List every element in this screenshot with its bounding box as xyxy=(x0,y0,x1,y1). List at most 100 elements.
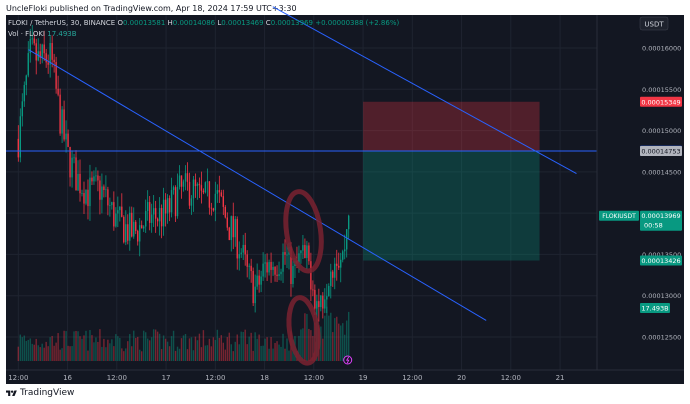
candle-body xyxy=(292,265,294,284)
symbol-name[interactable]: FLOKI / TetherUS, 30, BINANCE xyxy=(8,19,116,27)
candle-body xyxy=(218,190,221,193)
price-tag: 0.00014753 xyxy=(641,147,680,155)
volume-bars xyxy=(17,304,350,361)
candle-body xyxy=(146,202,149,211)
position-tool[interactable] xyxy=(363,101,540,261)
symbol-tag-bg xyxy=(599,210,639,221)
candle-body xyxy=(89,177,91,207)
candle-body xyxy=(194,179,197,187)
candle-body xyxy=(43,44,45,54)
candle-body xyxy=(246,254,248,267)
volume-bar xyxy=(326,306,328,361)
last-price-tag-bg xyxy=(640,210,682,231)
volume-bar xyxy=(105,347,107,361)
candle-body xyxy=(326,296,328,300)
volume-bar xyxy=(47,346,49,361)
candle-body xyxy=(45,53,47,63)
take-profit-zone xyxy=(363,150,540,261)
tradingview-logo-icon[interactable] xyxy=(6,389,17,398)
volume-bar xyxy=(248,336,250,361)
candle-body xyxy=(236,219,238,259)
volume-bar xyxy=(75,330,77,361)
candle-body xyxy=(320,295,322,308)
volume-bar xyxy=(202,330,205,361)
candle-body xyxy=(206,181,209,183)
volume-bar xyxy=(93,342,95,361)
volume-bar xyxy=(17,346,20,361)
volume-bar xyxy=(119,337,121,361)
volume-bar xyxy=(123,351,125,361)
candle-body xyxy=(141,225,143,229)
candle-body xyxy=(290,246,292,284)
volume-bar xyxy=(346,320,348,361)
currency-button[interactable]: USDT xyxy=(639,16,669,31)
volume-bar xyxy=(334,318,336,361)
price-tag-bg xyxy=(640,96,682,107)
publisher-line: UncleFloki published on TradingView.com,… xyxy=(6,4,297,13)
volume-label[interactable]: Vol · FLOKI xyxy=(8,30,45,38)
volume-bar xyxy=(190,337,193,361)
candle-body xyxy=(148,202,151,223)
candle-body xyxy=(103,186,105,191)
volume-bar xyxy=(37,345,39,361)
candle-body xyxy=(21,101,23,117)
volume-bar xyxy=(194,336,197,361)
candle-body xyxy=(23,85,25,102)
candle-body xyxy=(35,43,37,61)
candle-body xyxy=(166,198,169,214)
drawings[interactable] xyxy=(6,6,637,321)
volume-tag-bg xyxy=(640,303,670,313)
price-chart[interactable]: 0.00016000 0.00015500 0.00015000 0.00014500… xyxy=(0,0,690,384)
candle-body xyxy=(222,196,225,207)
time-tick-label: 20 xyxy=(457,374,466,382)
volume-bar xyxy=(57,333,59,361)
volume-bar xyxy=(81,338,83,361)
low-value: 0.00013469 xyxy=(221,19,264,27)
volume-bar xyxy=(164,338,167,361)
brand-name[interactable]: TradingView xyxy=(20,388,75,398)
volume-bar xyxy=(45,341,47,361)
candle-body xyxy=(99,180,101,200)
volume-legend: Vol · FLOKI 17.493B xyxy=(8,30,77,38)
candle-body xyxy=(322,295,324,309)
volume-bar xyxy=(200,347,203,361)
candle-body xyxy=(204,182,207,193)
candle-body xyxy=(65,133,67,140)
candle-body xyxy=(77,173,79,191)
candle-body xyxy=(240,252,242,255)
volume-bar xyxy=(63,330,65,361)
volume-bar xyxy=(260,345,262,361)
candle-body xyxy=(49,43,51,65)
volume-bar xyxy=(53,345,55,361)
candle-body xyxy=(202,190,205,193)
volume-bar xyxy=(166,341,169,361)
volume-bar xyxy=(332,332,334,361)
candle-body xyxy=(168,198,171,213)
volume-bar xyxy=(274,342,276,361)
candle-body xyxy=(79,173,81,194)
volume-tag-label: 17.493B xyxy=(641,305,668,313)
candle-body xyxy=(158,208,161,222)
volume-bar xyxy=(65,331,67,361)
candle-body xyxy=(186,173,189,182)
volume-bar xyxy=(266,337,268,361)
candle-body xyxy=(238,254,240,259)
price-tick-label: 0.00015000 xyxy=(642,127,681,135)
candle-body xyxy=(224,206,226,218)
candle-body xyxy=(87,189,89,207)
candle-body xyxy=(117,210,119,214)
volume-bar xyxy=(25,340,27,361)
candle-body xyxy=(121,206,123,217)
volume-bar xyxy=(212,337,215,361)
price-tick-label: 0.00015500 xyxy=(642,86,681,94)
candle-body xyxy=(127,224,129,241)
candle-body xyxy=(188,181,191,206)
volume-bar xyxy=(264,338,266,361)
time-axis[interactable]: 12:00 16 12:00 17 12:00 18 12:00 19 12:00 20 12:00… xyxy=(8,374,564,382)
candle-body xyxy=(306,245,308,259)
candle-body xyxy=(107,189,109,206)
lightning-glyph xyxy=(345,356,350,364)
volume-bar xyxy=(43,347,45,361)
volume-bar xyxy=(21,337,23,361)
price-tag-bg xyxy=(640,145,682,156)
